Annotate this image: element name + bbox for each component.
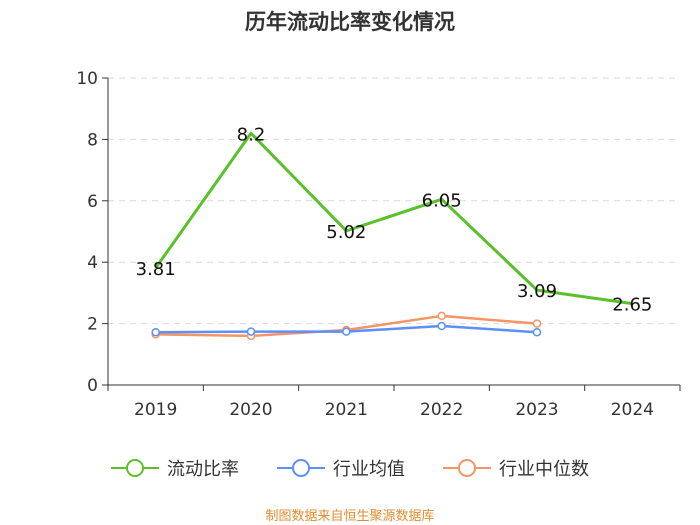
data-labels: 3.81 8.2 5.02 6.05 3.09 2.65 (136, 124, 653, 315)
y-tick-label: 2 (87, 315, 98, 335)
line-chart: 0 2 4 6 8 10 2019 2020 2021 2022 2023 2024 3.81 8.2 5… (76, 69, 681, 420)
x-tick-label: 2023 (515, 400, 558, 420)
x-tick-label: 2019 (134, 400, 177, 420)
grid-lines (108, 77, 680, 325)
legend: 流动比率 行业均值 行业中位数 (0, 455, 700, 481)
y-tick-label: 6 (87, 192, 98, 212)
y-tick-label: 10 (76, 69, 98, 89)
data-point (437, 321, 446, 331)
legend-line-marker-icon (443, 459, 491, 477)
legend-item-current-ratio[interactable]: 流动比率 (111, 455, 239, 481)
x-tick-label: 2024 (611, 400, 654, 420)
series-line-0 (154, 131, 633, 306)
data-label: 3.81 (136, 259, 176, 280)
data-point (151, 327, 160, 337)
x-tick-label: 2022 (420, 400, 463, 420)
legend-label: 行业均值 (333, 459, 405, 480)
legend-label: 流动比率 (167, 459, 239, 480)
legend-label: 行业中位数 (499, 459, 589, 480)
chart-title: 历年流动比率变化情况 (245, 10, 455, 34)
x-tick-label: 2020 (229, 400, 272, 420)
y-tick-label: 0 (87, 376, 98, 396)
data-label: 8.2 (237, 124, 266, 145)
legend-item-industry-average[interactable]: 行业均值 (277, 455, 405, 481)
data-label: 6.05 (422, 190, 462, 211)
data-label: 2.65 (612, 295, 652, 316)
series-lines (151, 131, 633, 341)
data-point (437, 311, 446, 321)
data-label: 3.09 (517, 281, 557, 302)
legend-item-industry-median[interactable]: 行业中位数 (443, 455, 589, 481)
data-label: 5.02 (326, 222, 366, 243)
legend-line-marker-icon (277, 459, 325, 477)
data-point (532, 319, 542, 328)
data-point (342, 327, 351, 336)
x-tick-label: 2021 (325, 400, 368, 420)
data-point (532, 327, 542, 337)
y-tick-label: 4 (87, 253, 98, 273)
y-tick-label: 8 (87, 130, 98, 150)
data-point (246, 327, 256, 336)
axes: 0 2 4 6 8 10 2019 2020 2021 2022 2023 2024 (76, 69, 681, 420)
legend-line-marker-icon (111, 459, 159, 477)
source-note: 制图数据来自恒生聚源数据库 (265, 509, 435, 524)
